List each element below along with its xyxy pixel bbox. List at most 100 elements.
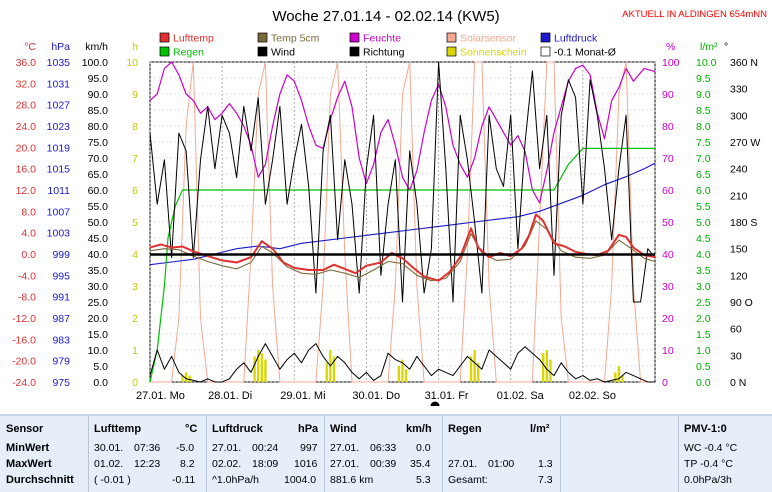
tick-label-right: 3.5 (696, 265, 711, 277)
sunshine-bar (401, 359, 404, 382)
tick-label-right: 6.0 (696, 185, 711, 197)
tick-label-left: 0.0 (93, 377, 108, 389)
legend-swatch (349, 46, 360, 57)
stats-cell: 7.3 (538, 474, 553, 486)
legend-label: Wind (271, 47, 295, 59)
tick-label-left: 95.0 (88, 73, 109, 85)
series-line-lufttemp (149, 213, 656, 282)
tick-label-right: 30 (730, 350, 742, 362)
tick-label-left: 50.0 (88, 217, 109, 229)
stats-cell: 35.4 (410, 458, 431, 470)
stats-cell: 997 (300, 442, 318, 454)
tick-label-left: 6 (132, 185, 138, 197)
tick-label-right: 9.0 (696, 89, 711, 101)
tick-label-left: -4.0 (18, 270, 36, 282)
stats-cell: 0.0hPa/3h (684, 474, 732, 486)
tick-label-right: 3.0 (696, 281, 711, 293)
tick-label-left: 28.0 (16, 100, 37, 112)
tick-label-right: 8.0 (696, 121, 711, 133)
axis-unit-right: l/m² (700, 41, 718, 53)
tick-label-right: 20 (662, 313, 674, 325)
stats-cell: 00:24 (252, 442, 279, 454)
tick-label-right: 1.0 (696, 345, 711, 357)
tick-label-left: 20.0 (88, 313, 109, 325)
sunshine-bar (264, 359, 267, 382)
tick-label-left: 45.0 (88, 233, 109, 245)
tick-label-left: 10 (126, 57, 138, 69)
x-tick-label: 31.01. Fr (425, 390, 469, 402)
legend-swatch (257, 32, 268, 43)
stats-cell: 5.3 (416, 474, 431, 486)
stats-table: Sensor MinWert MaxWert Durchschnitt Luft… (0, 414, 772, 492)
tick-label-left: 979 (52, 356, 70, 368)
axis-unit-left: h (132, 41, 138, 53)
stats-cell: 02.02. (212, 458, 242, 470)
chart-title: Woche 27.01.14 - 02.02.14 (KW5) (272, 8, 499, 25)
legend-swatch (159, 32, 170, 43)
stats-col-lufttemp: Lufttemp °C 30.01. 07:36 -5.0 01.02. 12:… (88, 416, 207, 492)
tick-label-left: 25.0 (88, 297, 109, 309)
stats-cell: 0.0 (416, 442, 431, 454)
tick-label-left: 3 (132, 281, 138, 293)
stats-cell: 18:09 (252, 458, 279, 470)
tick-label-left: 55.0 (88, 201, 109, 213)
legend-swatch (257, 46, 268, 57)
tick-label-left: 1011 (47, 185, 70, 197)
tick-label-left: 1019 (47, 142, 71, 154)
tick-label-right: 30 (662, 281, 674, 293)
stats-cell: -0.11 (172, 474, 196, 486)
tick-label-right: 4.0 (696, 249, 711, 261)
tick-label-right: 270 W (730, 137, 760, 149)
chart-svg: Woche 27.01.14 - 02.02.14 (KW5) AKTUELL I… (12, 8, 767, 406)
tick-label-left: 75.0 (88, 137, 109, 149)
series-line-richtung (149, 61, 656, 303)
tick-label-right: 0 N (730, 377, 746, 389)
sunshine-bar (541, 353, 545, 382)
live-link: AKTUELL IN ALDINGEN 654mNN (622, 9, 767, 20)
x-tick-label: 29.01. Mi (280, 390, 325, 402)
series-line-temp-5cm (149, 220, 656, 282)
legend-swatch (159, 46, 170, 57)
tick-label-left: 1023 (47, 121, 71, 133)
tick-label-left: 1035 (47, 57, 71, 69)
stats-cell: 30.01. (94, 442, 124, 454)
tick-label-left: 1027 (47, 100, 71, 112)
tick-label-left: 995 (52, 270, 70, 282)
stats-cell: 12:23 (134, 458, 161, 470)
stats-luftdruck-title: Luftdruck (212, 423, 263, 435)
legend-label: Sonnenschein (460, 47, 527, 59)
stats-cell: 27.01. (448, 458, 478, 470)
tick-label-left: 32.0 (16, 78, 37, 90)
tick-label-left: 36.0 (16, 57, 37, 69)
tick-label-left: 100.0 (82, 57, 108, 69)
legend-label: Feuchte (363, 33, 401, 45)
tick-label-left: -12.0 (12, 313, 36, 325)
legend-label: Luftdruck (554, 33, 598, 45)
stats-cell: -5.0 (176, 442, 195, 454)
series-line-luftdruck (149, 162, 656, 266)
tick-label-left: 8.0 (21, 206, 36, 218)
tick-label-left: 8 (132, 121, 138, 133)
tick-label-left: 0.0 (21, 249, 36, 261)
stats-cell: 06:33 (370, 442, 397, 454)
stats-cell: 1.3 (538, 458, 553, 470)
legend-swatch (540, 46, 551, 57)
tick-label-right: 300 (730, 110, 748, 122)
tick-label-right: 100 (662, 57, 680, 69)
sunshine-bar (549, 359, 552, 382)
stats-cell: 8.2 (180, 458, 195, 470)
stats-lufttemp-title: Lufttemp (94, 423, 142, 435)
legend-swatch (349, 32, 360, 43)
series-line-feuchte (149, 61, 656, 204)
legend-swatch (446, 32, 457, 43)
legend-label: Lufttemp (173, 33, 214, 45)
tick-label-right: 40 (662, 249, 674, 261)
tick-label-left: 1 (132, 345, 138, 357)
legend-swatch (540, 32, 551, 43)
tick-label-right: 7.0 (696, 153, 711, 165)
tick-label-right: 80 (662, 121, 674, 133)
tick-label-left: 1003 (47, 228, 71, 240)
stats-cell: ^1.0hPa/h (212, 474, 259, 486)
tick-label-left: 20.0 (16, 142, 37, 154)
stats-col-luftdruck: Luftdruck hPa 27.01. 00:24 997 02.02. 18… (206, 416, 325, 492)
